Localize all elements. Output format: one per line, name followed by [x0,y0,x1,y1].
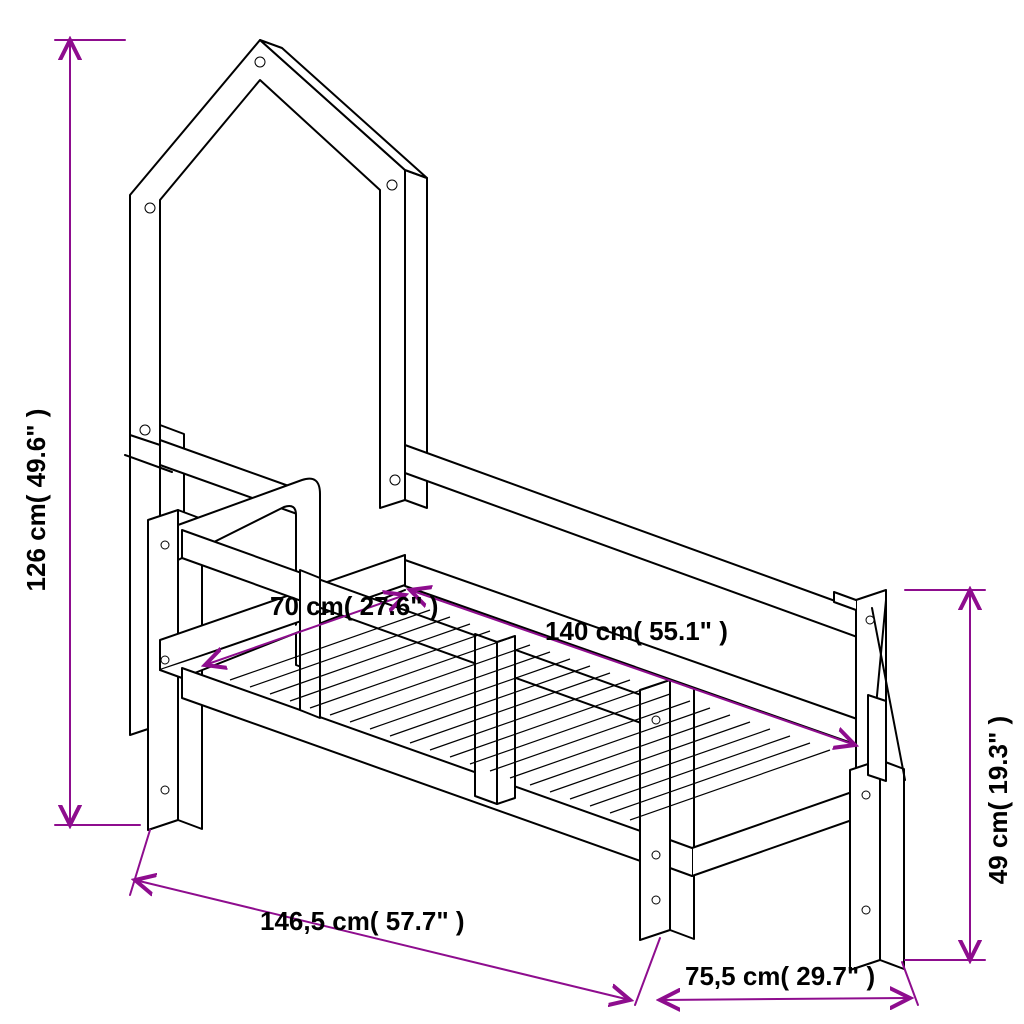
bed-frame-drawing [125,40,905,970]
svg-text:49 cm( 19.3" ): 49 cm( 19.3" ) [983,716,1013,884]
svg-text:126 cm( 49.6" ): 126 cm( 49.6" ) [21,409,51,592]
length-outer-label: 146,5 cm( 57.7" ) [260,906,465,936]
height-total-label: 126 cm [21,503,51,591]
dimension-diagram: 126 cm( 49.6" ) 49 cm( 19.3" ) 146,5 cm(… [0,0,1024,1024]
length-inner-label: 140 cm( 55.1" ) [545,616,728,646]
height-rail-label: 49 cm [983,810,1013,884]
width-outer-label: 75,5 cm( 29.7" ) [685,961,875,991]
width-inner-label: 70 cm( 27.6" ) [270,591,438,621]
